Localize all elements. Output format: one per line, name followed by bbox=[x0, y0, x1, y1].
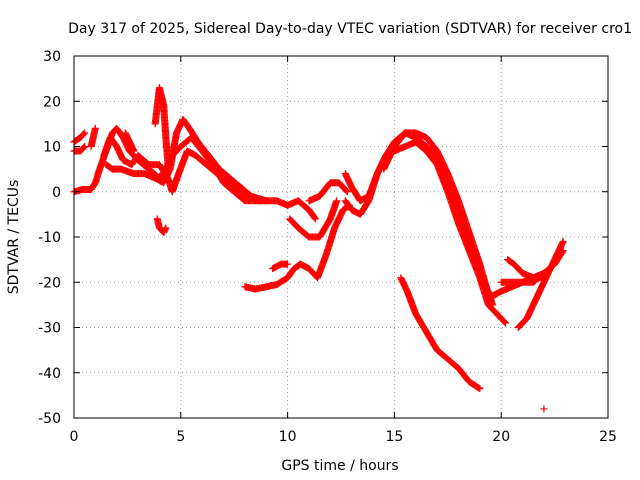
data-point bbox=[81, 143, 89, 150]
x-tick-label: 15 bbox=[385, 429, 403, 445]
series-track-k bbox=[269, 260, 292, 273]
series-track-t bbox=[514, 238, 567, 331]
data-point bbox=[501, 318, 509, 326]
series-track-l bbox=[286, 197, 341, 241]
y-tick-label: -10 bbox=[38, 230, 61, 246]
data-point bbox=[343, 188, 351, 196]
x-tick-label: 20 bbox=[492, 429, 510, 445]
y-tick-label: -50 bbox=[38, 411, 61, 427]
x-tick-label: 25 bbox=[599, 429, 617, 445]
x-tick-label: 0 bbox=[70, 429, 79, 445]
data-point bbox=[342, 186, 350, 194]
series-track-j bbox=[241, 201, 354, 293]
data-point bbox=[164, 161, 172, 169]
y-tick-label: -20 bbox=[38, 275, 61, 291]
y-tick-label: 10 bbox=[43, 140, 61, 156]
series-track-u bbox=[540, 405, 548, 413]
series-track-b bbox=[70, 143, 89, 155]
series-track-m bbox=[305, 179, 351, 205]
y-tick-label: 30 bbox=[43, 49, 61, 65]
data-point bbox=[333, 197, 341, 205]
series-track-a bbox=[70, 129, 89, 146]
series-track-g bbox=[121, 129, 138, 155]
data-point bbox=[79, 144, 87, 152]
data-point bbox=[500, 317, 508, 325]
data-point bbox=[91, 124, 99, 132]
series-track-n bbox=[341, 138, 509, 327]
series-track-d bbox=[87, 124, 99, 150]
series-track-h bbox=[151, 84, 172, 169]
x-axis-label: GPS time / hours bbox=[281, 458, 398, 474]
series-track-f bbox=[102, 115, 270, 205]
data-point bbox=[476, 385, 484, 393]
data-point bbox=[559, 238, 567, 246]
series-track-s bbox=[504, 256, 548, 282]
series-track-p bbox=[380, 129, 497, 309]
data-point bbox=[79, 130, 87, 138]
series-track-i bbox=[153, 215, 170, 236]
data-point bbox=[540, 405, 548, 413]
y-axis-label: SDTVAR / TECUs bbox=[6, 180, 22, 295]
y-tick-label: -30 bbox=[38, 321, 61, 337]
data-point bbox=[489, 301, 497, 309]
x-tick-label: 10 bbox=[279, 429, 297, 445]
data-point bbox=[262, 197, 270, 205]
data-point bbox=[311, 215, 319, 223]
y-tick-label: -40 bbox=[38, 366, 61, 382]
data-point bbox=[80, 130, 88, 138]
data-point bbox=[81, 129, 89, 137]
axis-ticks: 0 5 10 15 20 25 -50 -40 -30 -20 -10 0 10 20 30 bbox=[38, 49, 617, 445]
data-point bbox=[501, 319, 509, 327]
chart-title: Day 317 of 2025, Sidereal Day-to-day VTE… bbox=[68, 21, 632, 37]
data-point bbox=[343, 187, 351, 195]
data-point bbox=[475, 384, 483, 392]
data-point bbox=[284, 260, 292, 268]
data-points bbox=[70, 84, 567, 413]
y-tick-label: 0 bbox=[52, 185, 61, 201]
data-point bbox=[130, 147, 138, 155]
data-point bbox=[311, 214, 319, 222]
y-tick-label: 20 bbox=[43, 94, 61, 110]
x-tick-label: 5 bbox=[176, 429, 185, 445]
data-point bbox=[162, 224, 170, 232]
series-track-q bbox=[397, 274, 484, 393]
data-point bbox=[80, 143, 88, 151]
